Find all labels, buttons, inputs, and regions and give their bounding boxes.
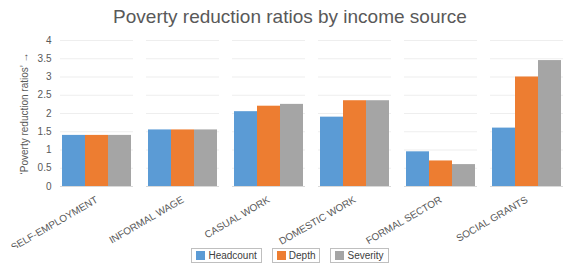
svg-text:3.5: 3.5	[38, 53, 52, 64]
svg-text:SELF-EMPLOYMENT: SELF-EMPLOYMENT	[9, 194, 100, 248]
svg-text:2.5: 2.5	[38, 89, 52, 100]
svg-text:SOCIAL GRANTS: SOCIAL GRANTS	[454, 194, 530, 244]
svg-text:DOMESTIC WORK: DOMESTIC WORK	[277, 194, 358, 247]
svg-text:0: 0	[46, 181, 52, 192]
svg-text:0.5: 0.5	[38, 162, 52, 173]
svg-text:INFORMAL WAGE: INFORMAL WAGE	[107, 194, 186, 246]
svg-text:CASUAL WORK: CASUAL WORK	[202, 194, 271, 240]
svg-text:2: 2	[46, 108, 52, 119]
svg-text:1: 1	[46, 144, 52, 155]
svg-text:FORMAL SECTOR: FORMAL SECTOR	[364, 194, 444, 246]
svg-text:4: 4	[46, 35, 52, 46]
html-text:Severity: Severity	[347, 250, 384, 261]
html-text:Poverty reduction ratios by in: Poverty reduction ratios by income sourc…	[113, 6, 467, 27]
html-text:Depth: Depth	[288, 250, 316, 261]
svg-text:3: 3	[46, 71, 52, 82]
html-text:Headcount: Headcount	[208, 250, 257, 261]
svg-text:‘Poverty reduction ratios’ →: ‘Poverty reduction ratios’ →	[19, 53, 30, 175]
svg-text:1.5: 1.5	[38, 126, 52, 137]
